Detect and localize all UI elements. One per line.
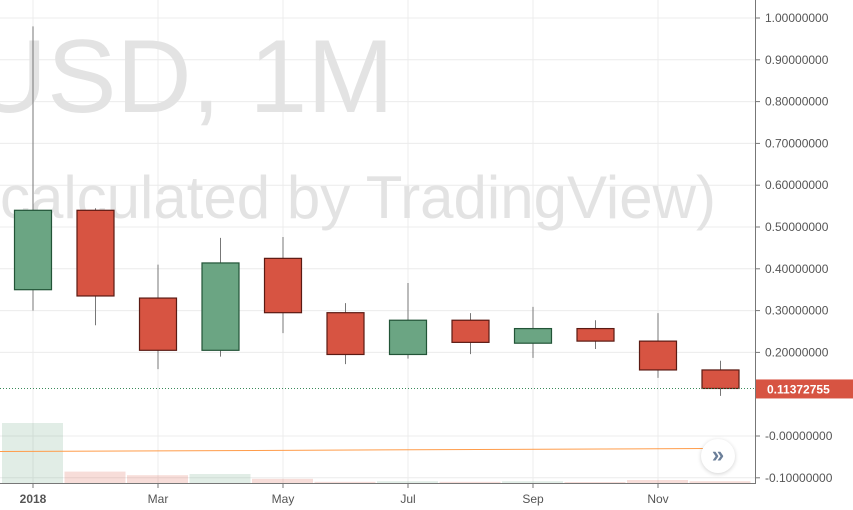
- candle-body: [76, 209, 115, 297]
- volume-bar: [127, 475, 188, 483]
- x-tick-label: Mar: [148, 492, 169, 506]
- x-tick-label: Sep: [522, 492, 544, 506]
- x-tick-label: 2018: [20, 492, 47, 506]
- candle[interactable]: [576, 320, 615, 350]
- volume-bar: [627, 480, 688, 483]
- last-price-label: 0.11372755: [756, 379, 853, 399]
- last-price-value: 0.11372755: [767, 382, 830, 396]
- y-tick-label: 0.30000000: [765, 304, 829, 318]
- candle-body: [701, 369, 740, 390]
- watermark-symbol: USD, 1M: [0, 19, 394, 135]
- volume-bar: [189, 474, 251, 483]
- x-tick-label: Jul: [400, 492, 415, 506]
- volume-bar: [564, 482, 626, 483]
- y-tick-label: 0.90000000: [765, 53, 829, 67]
- moving-average-line: [0, 448, 706, 453]
- y-tick-label: 0.20000000: [765, 345, 829, 359]
- y-tick-label: 0.70000000: [765, 136, 829, 150]
- candle[interactable]: [13, 26, 53, 311]
- volume-bar: [439, 481, 501, 483]
- candle-body: [326, 312, 365, 356]
- candle[interactable]: [263, 237, 303, 334]
- candle[interactable]: [513, 306, 553, 358]
- volume-bars: [2, 423, 751, 483]
- candle[interactable]: [701, 360, 740, 396]
- candle-body: [201, 262, 240, 351]
- candle[interactable]: [388, 283, 428, 359]
- double-chevron-right-icon: »: [711, 442, 725, 467]
- candle-body: [388, 319, 428, 356]
- candle-body: [13, 209, 53, 291]
- candle-body: [513, 327, 553, 344]
- scroll-to-realtime-button[interactable]: »: [701, 439, 735, 473]
- candle[interactable]: [201, 237, 240, 357]
- volume-bar: [689, 481, 751, 483]
- y-tick-label: -0.10000000: [765, 471, 833, 485]
- candle-body: [638, 340, 678, 371]
- candles: [13, 26, 740, 396]
- volume-bar: [252, 478, 313, 483]
- candle[interactable]: [326, 303, 365, 365]
- candle[interactable]: [638, 313, 678, 378]
- volume-bar: [377, 481, 438, 483]
- volume-bar: [502, 481, 563, 483]
- y-tick-label: 0.50000000: [765, 220, 829, 234]
- x-tick-label: May: [272, 492, 295, 506]
- candle-body: [138, 297, 178, 351]
- candle[interactable]: [138, 264, 178, 370]
- y-tick-label: 0.40000000: [765, 262, 829, 276]
- candle-body: [451, 319, 490, 343]
- candle[interactable]: [451, 313, 490, 355]
- y-tick-label: 0.80000000: [765, 95, 829, 109]
- volume-bar: [64, 471, 126, 483]
- candle-body: [576, 327, 615, 342]
- watermark-subtitle: (calculated by TradingView): [0, 164, 716, 231]
- volume-bar: [314, 481, 376, 483]
- volume-bar: [2, 423, 63, 483]
- candle-body: [263, 257, 303, 314]
- candle[interactable]: [76, 208, 115, 326]
- y-tick-label: 0.60000000: [765, 178, 829, 192]
- y-tick-label: 1.00000000: [765, 11, 829, 25]
- x-tick-label: Nov: [647, 492, 668, 506]
- time-axis[interactable]: 2018 Mar May Jul Sep Nov: [20, 484, 669, 506]
- y-tick-label: -0.00000000: [765, 429, 833, 443]
- price-axis[interactable]: 1.00000000 0.90000000 0.80000000 0.70000000…: [755, 11, 833, 485]
